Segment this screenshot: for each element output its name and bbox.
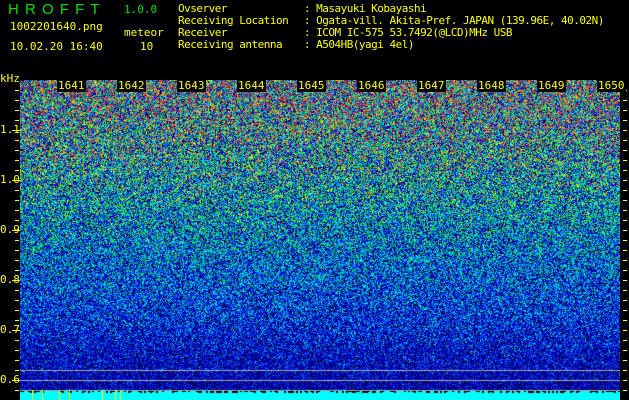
freq-tick	[15, 220, 19, 221]
freq-tick	[623, 330, 627, 331]
freq-tick	[15, 300, 19, 301]
freq-tick	[623, 290, 627, 291]
freq-tick	[623, 160, 627, 161]
meteor-count: 10	[140, 40, 153, 53]
freq-tick	[15, 360, 19, 361]
time-label: 1643	[177, 80, 206, 92]
freq-tick	[623, 370, 627, 371]
freq-tick	[623, 120, 627, 121]
freq-tick	[15, 250, 19, 251]
freq-tick	[623, 190, 627, 191]
freq-tick	[623, 380, 627, 381]
freq-tick	[15, 310, 19, 311]
freq-tick	[623, 200, 627, 201]
file-datetime: 10.02.20 16:40	[10, 40, 103, 53]
freq-tick	[15, 390, 19, 391]
freq-tick-label: 0.9	[0, 223, 20, 236]
freq-tick-label: 0.7	[0, 323, 20, 336]
info-value: A504HB(yagi 4el)	[316, 38, 414, 51]
info-label: Receiving antenna	[178, 39, 304, 51]
freq-tick	[623, 350, 627, 351]
freq-tick	[15, 350, 19, 351]
freq-tick	[623, 150, 627, 151]
freq-tick	[15, 140, 19, 141]
freq-tick	[623, 260, 627, 261]
time-label: 1646	[357, 80, 386, 92]
freq-tick-label: 1.0	[0, 173, 20, 186]
freq-tick	[623, 300, 627, 301]
freq-tick	[623, 110, 627, 111]
freq-tick	[15, 320, 19, 321]
spectrogram	[20, 80, 620, 400]
freq-tick	[15, 270, 19, 271]
freq-tick	[15, 260, 19, 261]
freq-tick	[623, 250, 627, 251]
freq-tick	[15, 210, 19, 211]
freq-tick	[15, 290, 19, 291]
time-label: 1641	[57, 80, 86, 92]
time-label: 1650	[597, 80, 626, 92]
app-title: H R O F F T	[8, 1, 100, 18]
freq-tick-label: 0.8	[0, 273, 20, 286]
time-label: 1644	[237, 80, 266, 92]
freq-tick	[623, 310, 627, 311]
time-label: 1642	[117, 80, 146, 92]
info-colon: :	[304, 38, 316, 51]
freq-tick	[15, 160, 19, 161]
freq-tick	[623, 270, 627, 271]
axis-unit: kHz	[0, 72, 20, 85]
freq-tick	[623, 220, 627, 221]
freq-tick	[623, 340, 627, 341]
freq-tick	[623, 240, 627, 241]
freq-tick	[15, 150, 19, 151]
freq-tick	[15, 100, 19, 101]
freq-tick	[15, 170, 19, 171]
freq-tick	[623, 360, 627, 361]
time-label: 1648	[477, 80, 506, 92]
freq-tick	[623, 130, 627, 131]
info-row-antenna: Receiving antenna: A504HB(yagi 4el)	[178, 39, 604, 51]
file-name: 1002201640.png	[10, 20, 103, 33]
freq-tick	[623, 320, 627, 321]
freq-tick	[15, 110, 19, 111]
time-label: 1649	[537, 80, 566, 92]
freq-tick-label: 0.6	[0, 373, 20, 386]
freq-tick	[15, 90, 19, 91]
station-info: Ovserver: Masayuki Kobayashi Receiving Lo…	[178, 3, 604, 51]
app-version: 1.0.0	[124, 3, 157, 16]
time-label: 1647	[417, 80, 446, 92]
freq-tick	[623, 100, 627, 101]
freq-tick	[623, 230, 627, 231]
freq-tick	[623, 170, 627, 171]
freq-tick	[15, 340, 19, 341]
freq-tick-label: 1.1	[0, 123, 20, 136]
time-label: 1645	[297, 80, 326, 92]
freq-tick	[15, 200, 19, 201]
freq-tick	[623, 140, 627, 141]
freq-tick	[15, 370, 19, 371]
freq-tick	[15, 240, 19, 241]
freq-tick	[15, 190, 19, 191]
freq-tick	[623, 280, 627, 281]
freq-tick	[15, 120, 19, 121]
meteor-label: meteor	[124, 26, 164, 39]
freq-tick	[623, 180, 627, 181]
freq-tick	[623, 390, 627, 391]
freq-tick	[623, 210, 627, 211]
